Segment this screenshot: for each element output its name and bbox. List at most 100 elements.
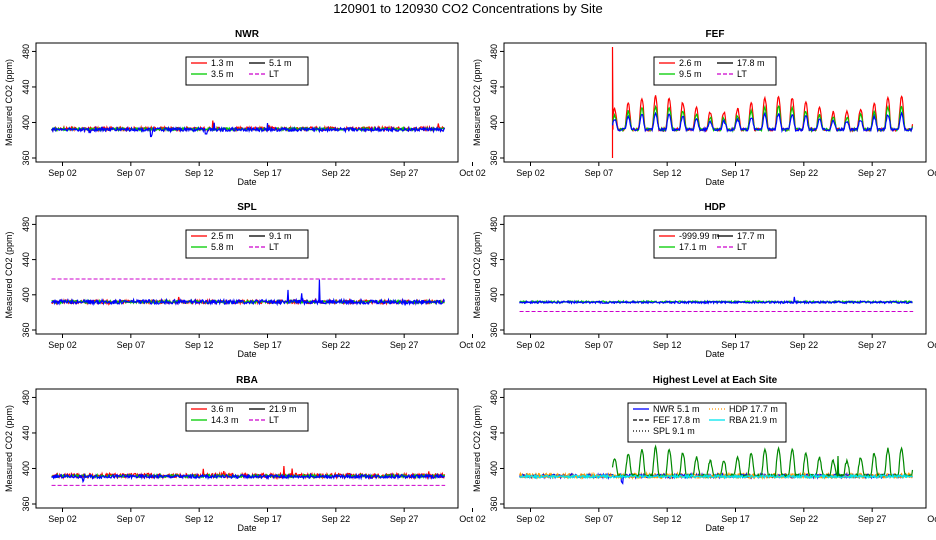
plot-frame xyxy=(35,42,459,163)
x-tick-label: Sep 02 xyxy=(48,514,77,524)
legend-box xyxy=(185,402,309,432)
y-tick-label: 360 xyxy=(21,496,31,511)
legend: NWR 5.1 m HDP 17.7 m FEF 17.8 m RBA 21.9 m S… xyxy=(627,402,787,443)
y-tick-label: 440 xyxy=(489,252,499,267)
legend: 2.5 m 9.1 m 5.8 m LT xyxy=(185,229,309,259)
x-tick-label: Sep 07 xyxy=(117,340,146,350)
x-tick-label: Sep 22 xyxy=(322,340,351,350)
panel-title: NWR xyxy=(235,29,260,40)
chart-panel-2: SPL Sep 02 Sep 07 Sep 12 Sep 17 Sep 22 Sep 27 O… xyxy=(4,202,486,359)
legend-label: LT xyxy=(737,69,747,79)
x-tick-label: Sep 12 xyxy=(185,340,214,350)
y-tick-label: 360 xyxy=(489,150,499,165)
legend-label: 1.3 m xyxy=(211,58,234,68)
x-tick-label: Sep 12 xyxy=(653,168,682,178)
y-axis-label: Measured CO2 (ppm) xyxy=(472,231,482,318)
panel-title: FEF xyxy=(706,29,725,40)
x-tick-label: Sep 02 xyxy=(48,340,77,350)
y-tick-label: 480 xyxy=(489,44,499,59)
x-tick-label: Sep 22 xyxy=(790,514,819,524)
x-tick-label: Sep 17 xyxy=(253,340,282,350)
x-tick-label: Sep 17 xyxy=(721,168,750,178)
series-line xyxy=(51,122,446,138)
legend-label: LT xyxy=(269,69,279,79)
series-group xyxy=(519,296,914,313)
x-tick-label: Sep 17 xyxy=(721,514,750,524)
x-axis-label: Date xyxy=(237,349,256,359)
y-tick-label: 440 xyxy=(489,425,499,440)
x-tick-label: Sep 07 xyxy=(117,514,146,524)
series-line xyxy=(611,444,914,479)
legend-label: 5.8 m xyxy=(211,242,234,252)
y-tick-label: 480 xyxy=(21,217,31,232)
plot-frame xyxy=(35,388,459,509)
x-tick-label: Sep 12 xyxy=(185,168,214,178)
y-tick-label: 440 xyxy=(21,425,31,440)
x-tick-label: Sep 07 xyxy=(585,340,614,350)
x-tick-label: Sep 27 xyxy=(858,514,887,524)
series-line xyxy=(611,111,913,134)
legend-label: 21.9 m xyxy=(269,404,297,414)
y-tick-label: 440 xyxy=(21,252,31,267)
x-tick-label: Oct 02 xyxy=(927,340,936,350)
x-tick-label: Sep 12 xyxy=(185,514,214,524)
plot-frame xyxy=(503,215,927,335)
x-tick-label: Oct 02 xyxy=(927,514,936,524)
x-tick-label: Sep 22 xyxy=(322,168,351,178)
x-tick-label: Sep 22 xyxy=(322,514,351,524)
legend-box xyxy=(653,229,777,259)
legend-label: -999.99 m xyxy=(679,231,720,241)
legend-label: LT xyxy=(269,415,279,425)
legend-box xyxy=(627,402,787,443)
series-group xyxy=(611,46,914,158)
legend-box xyxy=(185,229,309,259)
series-group xyxy=(519,444,914,485)
y-tick-label: 480 xyxy=(489,217,499,232)
y-tick-label: 440 xyxy=(21,79,31,94)
legend: 3.6 m 21.9 m 14.3 m LT xyxy=(185,402,309,432)
y-axis-label: Measured CO2 (ppm) xyxy=(472,59,482,146)
legend-label: 17.8 m xyxy=(737,58,765,68)
x-tick-label: Sep 02 xyxy=(516,168,545,178)
panel-title: Highest Level at Each Site xyxy=(653,375,778,386)
legend-label: 5.1 m xyxy=(269,58,292,68)
x-tick-label: Sep 22 xyxy=(790,168,819,178)
y-tick-label: 440 xyxy=(489,79,499,94)
y-tick-label: 360 xyxy=(489,322,499,337)
y-axis-label: Measured CO2 (ppm) xyxy=(4,231,14,318)
legend-label: LT xyxy=(737,242,747,252)
series-line xyxy=(519,296,913,305)
legend-label: NWR 5.1 m xyxy=(653,404,700,414)
y-tick-label: 360 xyxy=(489,496,499,511)
legend-label: 17.7 m xyxy=(737,231,765,241)
y-tick-label: 400 xyxy=(489,115,499,130)
chart-panel-4: RBA Sep 02 Sep 07 Sep 12 Sep 17 Sep 22 Sep 27 O… xyxy=(4,375,486,533)
legend: -999.99 m 17.7 m 17.1 m LT xyxy=(653,229,777,259)
y-tick-label: 480 xyxy=(21,390,31,405)
series-line xyxy=(51,472,445,484)
x-tick-label: Sep 27 xyxy=(858,340,887,350)
panel-title: SPL xyxy=(237,202,256,213)
x-axis-label: Date xyxy=(237,177,256,187)
legend-label: 3.5 m xyxy=(211,69,234,79)
legend-label: RBA 21.9 m xyxy=(729,415,777,425)
series-line xyxy=(51,279,446,307)
x-tick-label: Oct 02 xyxy=(927,168,936,178)
y-tick-label: 400 xyxy=(21,461,31,476)
x-tick-label: Sep 02 xyxy=(48,168,77,178)
x-tick-label: Oct 02 xyxy=(459,514,486,524)
series-group xyxy=(51,120,446,138)
x-tick-label: Sep 12 xyxy=(653,514,682,524)
y-tick-label: 360 xyxy=(21,322,31,337)
y-tick-label: 400 xyxy=(489,287,499,302)
x-tick-label: Oct 02 xyxy=(459,168,486,178)
y-axis-label: Measured CO2 (ppm) xyxy=(472,405,482,492)
x-tick-label: Sep 02 xyxy=(516,340,545,350)
legend-label: 9.1 m xyxy=(269,231,292,241)
legend-label: LT xyxy=(269,242,279,252)
y-axis-label: Measured CO2 (ppm) xyxy=(4,405,14,492)
x-tick-label: Sep 17 xyxy=(721,340,750,350)
legend-label: FEF 17.8 m xyxy=(653,415,700,425)
x-axis-label: Date xyxy=(705,349,724,359)
